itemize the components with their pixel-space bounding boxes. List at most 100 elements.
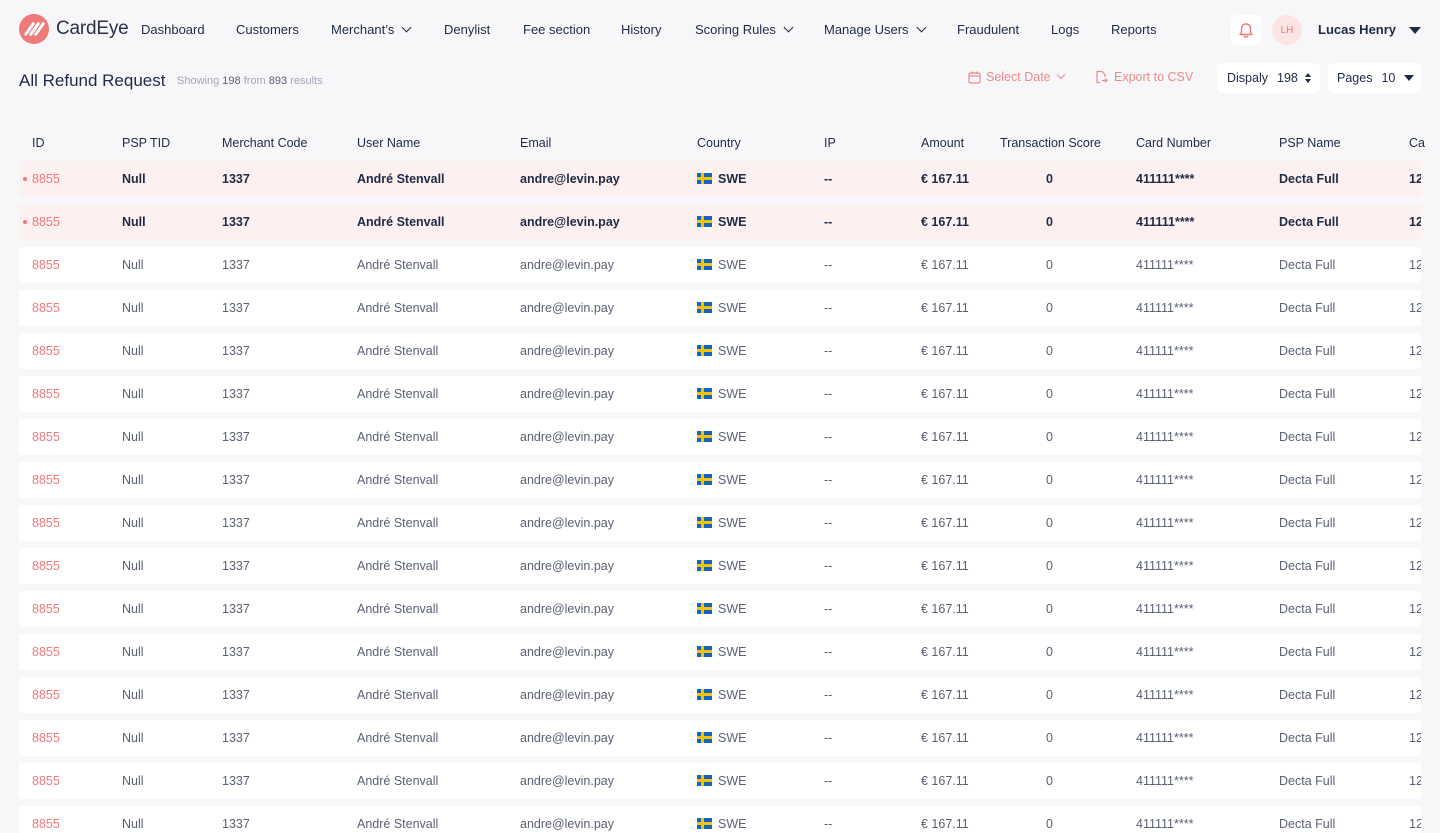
column-header-psp-name[interactable]: PSP Name (1279, 136, 1341, 150)
nav-item-scoring-rules[interactable]: Scoring Rules (695, 22, 794, 37)
nav-item-label: Customers (236, 22, 299, 37)
cell-country: SWE (697, 387, 746, 401)
table-row[interactable]: 8855 Null 1337 André Stenvall andre@levin.pa… (19, 763, 1421, 799)
cell-id[interactable]: 8855 (32, 731, 60, 745)
table-row[interactable]: 8855 Null 1337 André Stenvall andre@levin.pa… (19, 204, 1421, 240)
cell-psp-name: Decta Full (1279, 430, 1336, 444)
table-row[interactable]: 8855 Null 1337 André Stenvall andre@levin.pa… (19, 419, 1421, 455)
cell-transaction-score: 0 (1046, 602, 1053, 616)
nav-item-merchant-s[interactable]: Merchant’s (331, 22, 412, 37)
nav-item-reports[interactable]: Reports (1111, 22, 1157, 37)
column-header-transaction-score[interactable]: Transaction Score (1000, 136, 1101, 150)
column-header-ip[interactable]: IP (824, 136, 836, 150)
cell-country: SWE (697, 258, 746, 272)
select-date-button[interactable]: Select Date (968, 70, 1065, 84)
nav-item-manage-users[interactable]: Manage Users (824, 22, 926, 37)
cell-id[interactable]: 8855 (32, 301, 60, 315)
table-row[interactable]: 8855 Null 1337 André Stenvall andre@levin.pa… (19, 806, 1421, 833)
cell-card-number: 411111**** (1136, 602, 1194, 616)
column-header-amount[interactable]: Amount (921, 136, 965, 150)
column-header-country[interactable]: Country (697, 136, 741, 150)
country-code: SWE (718, 258, 747, 272)
cell-id[interactable]: 8855 (32, 817, 60, 831)
cell-id[interactable]: 8855 (32, 387, 60, 401)
unread-dot-icon (23, 177, 27, 181)
cell-psp-tid: Null (122, 774, 144, 788)
cell-country: SWE (697, 344, 746, 358)
table-row[interactable]: 8855 Null 1337 André Stenvall andre@levin.pa… (19, 247, 1421, 283)
country-code: SWE (718, 645, 747, 659)
cell-email: andre@levin.pay (520, 645, 614, 659)
cell-psp-tid: Null (122, 645, 144, 659)
table-row[interactable]: 8855 Null 1337 André Stenvall andre@levin.pa… (19, 161, 1421, 197)
nav-item-history[interactable]: History (621, 22, 661, 37)
column-header-ca[interactable]: Ca (1409, 136, 1425, 150)
column-header-psp-tid[interactable]: PSP TID (122, 136, 171, 150)
chevron-down-icon (1056, 70, 1065, 80)
sweden-flag-icon (697, 388, 712, 399)
nav-item-denylist[interactable]: Denylist (444, 22, 490, 37)
notifications-button[interactable] (1231, 15, 1261, 45)
nav-item-fee-section[interactable]: Fee section (523, 22, 590, 37)
table-row[interactable]: 8855 Null 1337 André Stenvall andre@levin.pa… (19, 548, 1421, 584)
column-header-user-name[interactable]: User Name (357, 136, 421, 150)
country-code: SWE (718, 172, 747, 186)
cell-id[interactable]: 8855 (32, 344, 60, 358)
display-count-select[interactable]: Dispaly 198 (1217, 63, 1320, 93)
cell-psp-tid: Null (122, 430, 144, 444)
cell-amount: € 167.11 (921, 301, 969, 315)
column-header-merchant-code[interactable]: Merchant Code (222, 136, 308, 150)
user-name[interactable]: Lucas Henry (1318, 22, 1397, 37)
cell-id[interactable]: 8855 (32, 430, 60, 444)
nav-item-dashboard[interactable]: Dashboard (141, 22, 205, 37)
cell-id[interactable]: 8855 (32, 516, 60, 530)
cell-country: SWE (697, 430, 746, 444)
cell-transaction-score: 0 (1046, 215, 1053, 229)
display-label: Dispaly (1227, 71, 1268, 85)
avatar[interactable]: LH (1272, 15, 1302, 45)
cell-user-name: André Stenvall (357, 602, 439, 616)
column-header-card-number[interactable]: Card Number (1136, 136, 1212, 150)
cell-id[interactable]: 8855 (32, 645, 60, 659)
nav-item-fraudulent[interactable]: Fraudulent (957, 22, 1019, 37)
sweden-flag-icon (697, 216, 712, 227)
cell-id[interactable]: 8855 (32, 688, 60, 702)
column-header-id[interactable]: ID (32, 136, 45, 150)
cell-amount: € 167.11 (921, 215, 969, 229)
cell-user-name: André Stenvall (357, 774, 439, 788)
table-row[interactable]: 8855 Null 1337 André Stenvall andre@levin.pa… (19, 634, 1421, 670)
table-row[interactable]: 8855 Null 1337 André Stenvall andre@levin.pa… (19, 290, 1421, 326)
cell-id[interactable]: 8855 (32, 559, 60, 573)
cell-user-name: André Stenvall (357, 559, 439, 573)
cell-ip: -- (824, 301, 833, 315)
cell-ca: 12 (1409, 387, 1421, 401)
table-row[interactable]: 8855 Null 1337 André Stenvall andre@levin.pa… (19, 720, 1421, 756)
cell-id[interactable]: 8855 (32, 774, 60, 788)
cell-id[interactable]: 8855 (32, 215, 60, 229)
country-code: SWE (718, 344, 747, 358)
nav-item-logs[interactable]: Logs (1051, 22, 1079, 37)
pages-value: 10 (1381, 71, 1396, 85)
cell-ip: -- (824, 774, 833, 788)
table-row[interactable]: 8855 Null 1337 André Stenvall andre@levin.pa… (19, 677, 1421, 713)
nav-item-customers[interactable]: Customers (236, 22, 299, 37)
sweden-flag-icon (697, 259, 712, 270)
pages-label: Pages (1337, 71, 1373, 85)
brand-logo[interactable]: CardEye (19, 14, 129, 44)
pages-select[interactable]: Pages 10 (1328, 63, 1421, 93)
cell-merchant-code: 1337 (222, 301, 250, 315)
cell-id[interactable]: 8855 (32, 258, 60, 272)
user-menu-caret-icon[interactable] (1409, 27, 1421, 34)
cell-id[interactable]: 8855 (32, 602, 60, 616)
table-row[interactable]: 8855 Null 1337 André Stenvall andre@levin.pa… (19, 462, 1421, 498)
table-row[interactable]: 8855 Null 1337 André Stenvall andre@levin.pa… (19, 591, 1421, 627)
export-csv-button[interactable]: Export to CSV (1094, 70, 1193, 84)
cell-id[interactable]: 8855 (32, 473, 60, 487)
table-row[interactable]: 8855 Null 1337 André Stenvall andre@levin.pa… (19, 505, 1421, 541)
cell-ca: 12 (1409, 559, 1421, 573)
table-row[interactable]: 8855 Null 1337 André Stenvall andre@levin.pa… (19, 333, 1421, 369)
cell-id[interactable]: 8855 (32, 172, 60, 186)
column-header-email[interactable]: Email (520, 136, 552, 150)
table-row[interactable]: 8855 Null 1337 André Stenvall andre@levin.pa… (19, 376, 1421, 412)
showing-count: 198 (222, 75, 241, 87)
